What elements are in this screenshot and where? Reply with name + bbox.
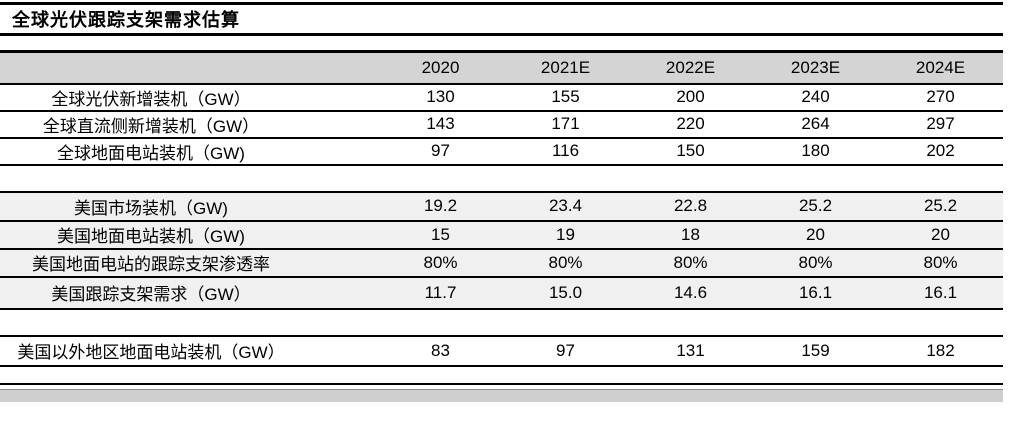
value-cell: 11.7 — [424, 282, 457, 302]
year-header: 2021E — [540, 57, 591, 77]
spacer-cell — [302, 138, 378, 165]
cutoff-gray-band — [0, 388, 1003, 402]
table-row: 美国市场装机（GW) 19.2 23.4 22.8 25.2 25.2 — [0, 191, 1003, 221]
value-cell: 182 — [926, 340, 955, 360]
row-label: 美国市场装机（GW) — [74, 198, 228, 218]
value-cell: 159 — [801, 340, 830, 360]
value-cell: 131 — [676, 340, 705, 360]
value-cell: 20 — [931, 224, 950, 244]
row-label: 全球直流侧新增装机（GW） — [42, 116, 260, 136]
value-cell: 200 — [676, 87, 705, 106]
row-label: 美国地面电站装机（GW) — [57, 227, 245, 246]
section-gap-row — [0, 164, 1003, 192]
bottom-gap — [0, 367, 1009, 383]
section-gap-row — [0, 308, 1003, 336]
value-cell: 97 — [556, 340, 575, 360]
table-row: 美国以外地区地面电站装机（GW） 83 97 131 159 182 — [0, 335, 1003, 366]
value-cell: 80% — [798, 252, 833, 272]
spacer-cell — [302, 84, 378, 111]
value-cell: 297 — [926, 114, 955, 133]
value-cell: 16.1 — [923, 282, 958, 302]
value-cell: 130 — [426, 87, 455, 106]
spacer-cell — [302, 192, 378, 221]
spacer-cell — [302, 336, 378, 366]
value-cell: 15.0 — [548, 282, 583, 302]
year-header: 2022E — [665, 57, 716, 77]
value-cell: 155 — [551, 87, 580, 106]
demand-estimate-table: 2020 2021E 2022E 2023E 2024E 全球光伏新增装机（GW… — [0, 50, 1003, 367]
year-header: 2024E — [915, 57, 966, 77]
value-cell: 15 — [431, 224, 450, 244]
spacer-cell — [302, 277, 378, 309]
value-cell: 83 — [431, 340, 450, 360]
value-cell: 80% — [548, 252, 583, 272]
value-cell: 240 — [801, 87, 830, 106]
value-cell: 264 — [801, 114, 830, 133]
value-cell: 80% — [923, 252, 958, 272]
value-cell: 150 — [676, 141, 705, 160]
value-cell: 14.6 — [673, 282, 708, 302]
value-cell: 20 — [806, 224, 825, 244]
table-row: 美国地面电站装机（GW) 15 19 18 20 20 — [0, 220, 1003, 249]
row-label: 美国以外地区地面电站装机（GW） — [17, 343, 285, 362]
row-label: 全球光伏新增装机（GW） — [51, 89, 251, 109]
value-cell: 25.2 — [923, 196, 958, 215]
value-cell: 143 — [426, 114, 455, 133]
value-cell: 202 — [926, 141, 955, 160]
spacer-cell — [302, 249, 378, 277]
value-cell: 23.4 — [548, 196, 583, 215]
value-cell: 25.2 — [798, 196, 833, 215]
value-cell: 116 — [551, 141, 580, 160]
year-header: 2020 — [421, 57, 460, 77]
value-cell: 171 — [551, 114, 580, 133]
row-label: 全球地面电站装机（GW) — [57, 143, 245, 163]
spacer-cell — [302, 221, 378, 249]
label-column-header — [0, 52, 302, 84]
value-cell: 97 — [431, 141, 450, 160]
bottom-rule — [0, 382, 1003, 389]
value-cell: 19 — [556, 224, 575, 244]
value-cell: 270 — [926, 87, 955, 106]
table-row: 美国跟踪支架需求（GW） 11.7 15.0 14.6 16.1 16.1 — [0, 276, 1003, 309]
value-cell: 18 — [681, 224, 700, 244]
spacer-cell — [302, 111, 378, 138]
value-cell: 19.2 — [423, 196, 458, 215]
row-label: 美国跟踪支架需求（GW） — [51, 285, 251, 304]
page-title: 全球光伏跟踪支架需求估算 — [0, 2, 1003, 36]
value-cell: 22.8 — [673, 196, 708, 215]
row-label: 美国地面电站的跟踪支架渗透率 — [32, 255, 270, 274]
year-header: 2023E — [790, 57, 841, 77]
spacer-column — [302, 52, 378, 84]
table-row: 全球光伏新增装机（GW） 130 155 200 240 270 — [0, 83, 1003, 111]
value-cell: 80% — [423, 252, 458, 272]
table-header-row: 2020 2021E 2022E 2023E 2024E — [0, 51, 1003, 84]
table-row: 美国地面电站的跟踪支架渗透率 80% 80% 80% 80% 80% — [0, 248, 1003, 277]
value-cell: 180 — [801, 141, 830, 160]
value-cell: 16.1 — [798, 282, 833, 302]
table-row: 全球地面电站装机（GW) 97 116 150 180 202 — [0, 137, 1003, 165]
table-row: 全球直流侧新增装机（GW） 143 171 220 264 297 — [0, 110, 1003, 138]
value-cell: 220 — [676, 114, 705, 133]
value-cell: 80% — [673, 252, 708, 272]
